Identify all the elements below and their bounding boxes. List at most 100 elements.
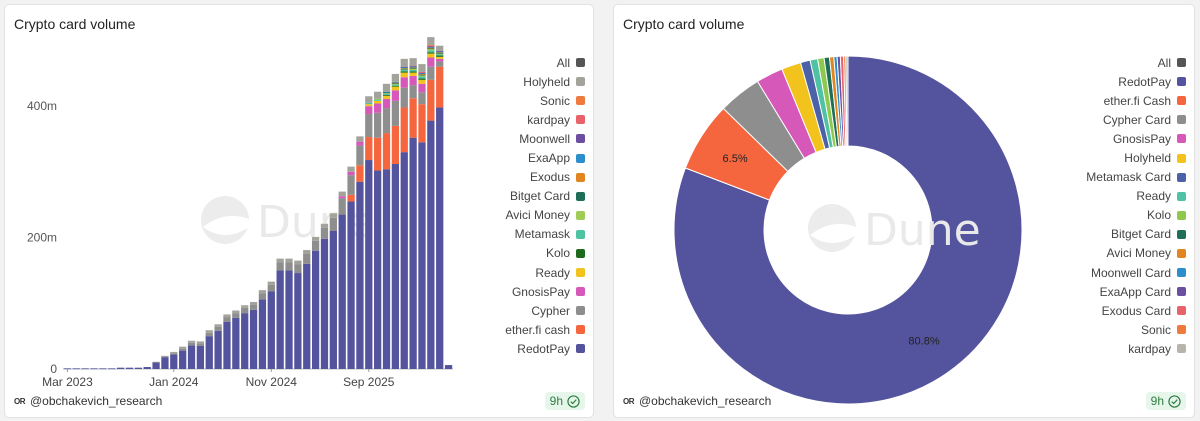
legend-label: Holyheld: [523, 74, 570, 89]
bar-stack[interactable]: [161, 355, 169, 369]
legend-label: kardpay: [1128, 341, 1171, 356]
legend-item[interactable]: RedotPay: [505, 339, 585, 358]
bar-stack[interactable]: [196, 341, 205, 369]
bar-stack[interactable]: [63, 368, 72, 370]
bar-stack[interactable]: [205, 330, 213, 369]
legend-item[interactable]: Moonwell: [505, 129, 585, 148]
bar-stack[interactable]: [391, 73, 400, 369]
bar-stack[interactable]: [294, 260, 302, 369]
legend-item[interactable]: Sonic: [1086, 320, 1186, 339]
legend-swatch: [1177, 325, 1186, 335]
bar-stack[interactable]: [108, 368, 116, 370]
legend-item[interactable]: kardpay: [1086, 339, 1186, 358]
bar-stack[interactable]: [81, 368, 89, 370]
legend-item[interactable]: ether.fi Cash: [1086, 91, 1186, 110]
legend-label: RedotPay: [517, 341, 570, 356]
legend-swatch: [1177, 287, 1186, 297]
legend-item[interactable]: Avici Money: [505, 206, 585, 225]
bar-stack[interactable]: [356, 136, 364, 369]
legend-item[interactable]: Bitget Card: [1086, 225, 1186, 244]
bar-segment: [116, 367, 125, 369]
bar-stack[interactable]: [179, 346, 187, 369]
legend-item[interactable]: kardpay: [505, 110, 585, 129]
donut-slice[interactable]: [845, 55, 849, 147]
bar-segment: [338, 196, 346, 199]
legend-item[interactable]: GnosisPay: [505, 282, 585, 301]
legend-item[interactable]: GnosisPay: [1086, 129, 1186, 148]
donut-slice[interactable]: [673, 55, 1023, 405]
legend-item[interactable]: All: [505, 53, 585, 72]
bar-stack[interactable]: [152, 361, 160, 369]
bar-stack[interactable]: [409, 58, 417, 369]
bar-stack[interactable]: [427, 37, 435, 369]
bar-segment: [365, 137, 373, 161]
bar-stack[interactable]: [223, 314, 231, 369]
bar-segment: [311, 236, 320, 241]
bar-stack[interactable]: [303, 250, 311, 369]
bar-stack[interactable]: [134, 367, 142, 369]
legend-item[interactable]: Avici Money: [1086, 244, 1186, 263]
legend-item[interactable]: Ready: [1086, 187, 1186, 206]
bar-stack[interactable]: [72, 368, 80, 370]
bar-stack[interactable]: [187, 340, 196, 369]
bar-stack[interactable]: [338, 191, 346, 369]
bar-segment: [427, 47, 435, 49]
bar-stack[interactable]: [116, 367, 125, 369]
legend-item[interactable]: Moonwell Card: [1086, 263, 1186, 282]
author-credit[interactable]: OR @obchakevich_research: [623, 394, 771, 408]
bar-stack[interactable]: [258, 290, 267, 369]
legend-item[interactable]: All: [1086, 53, 1186, 72]
bar-stack[interactable]: [374, 91, 382, 369]
legend-label: Exodus Card: [1101, 303, 1171, 318]
bar-stack[interactable]: [320, 223, 329, 369]
bar-stack[interactable]: [170, 351, 178, 369]
bar-segment: [125, 367, 134, 369]
bar-stack[interactable]: [436, 45, 444, 369]
bar-stack[interactable]: [99, 368, 107, 370]
legend-item[interactable]: RedotPay: [1086, 72, 1186, 91]
legend-item[interactable]: Metamask: [505, 225, 585, 244]
bar-stack[interactable]: [285, 258, 293, 369]
legend-item[interactable]: Cypher Card: [1086, 110, 1186, 129]
legend-item[interactable]: Holyheld: [505, 72, 585, 91]
bar-stack[interactable]: [311, 236, 320, 369]
legend-item[interactable]: Cypher: [505, 301, 585, 320]
bar-stack[interactable]: [382, 83, 391, 369]
bar-stack[interactable]: [232, 310, 240, 369]
bar-stack[interactable]: [125, 367, 134, 369]
legend-item[interactable]: Kolo: [1086, 206, 1186, 225]
legend-item[interactable]: Sonic: [505, 91, 585, 110]
legend-item[interactable]: Metamask Card: [1086, 168, 1186, 187]
legend-swatch: [576, 172, 585, 182]
bar-stack[interactable]: [329, 213, 337, 369]
bar-stack[interactable]: [90, 368, 98, 370]
bar-stack[interactable]: [143, 367, 151, 369]
bar-stack[interactable]: [444, 365, 453, 369]
refresh-badge[interactable]: 9h: [544, 392, 585, 410]
legend-item[interactable]: ExaApp Card: [1086, 282, 1186, 301]
bar-stack[interactable]: [267, 281, 275, 369]
bar-stack[interactable]: [241, 305, 249, 369]
refresh-badge[interactable]: 9h: [1145, 392, 1186, 410]
author-credit[interactable]: OR @obchakevich_research: [14, 394, 162, 408]
bar-segment: [338, 191, 346, 197]
legend-item[interactable]: Exodus: [505, 168, 585, 187]
bar-stack[interactable]: [249, 301, 258, 369]
bar-stack[interactable]: [365, 96, 373, 369]
bar-segment: [258, 290, 267, 294]
bar-stack[interactable]: [214, 324, 222, 369]
bar-stack[interactable]: [400, 58, 408, 369]
legend-item[interactable]: Bitget Card: [505, 187, 585, 206]
legend-item[interactable]: Kolo: [505, 244, 585, 263]
legend-item[interactable]: Ready: [505, 263, 585, 282]
legend-item[interactable]: Holyheld: [1086, 148, 1186, 167]
legend-item[interactable]: ExaApp: [505, 148, 585, 167]
legend-item[interactable]: ether.fi cash: [505, 320, 585, 339]
bar-segment: [436, 54, 444, 56]
bar-stack[interactable]: [347, 166, 355, 369]
bar-segment: [427, 79, 435, 121]
legend-item[interactable]: Exodus Card: [1086, 301, 1186, 320]
bar-stack[interactable]: [418, 64, 426, 369]
bar-segment: [329, 213, 337, 218]
bar-stack[interactable]: [276, 258, 284, 369]
